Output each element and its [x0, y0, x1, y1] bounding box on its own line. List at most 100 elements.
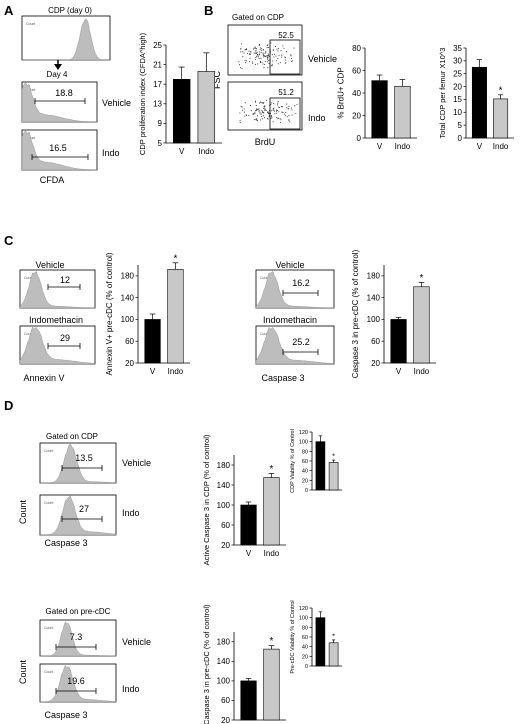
dotplot-b0-dot [249, 57, 251, 59]
dotplot-b1-dot [277, 104, 279, 106]
chart-d2-ytick-label: 20 [302, 478, 308, 484]
dotplot-b1-dot [254, 101, 257, 103]
dotplot-b0-dot [261, 49, 263, 51]
chart-a1-xtick-1: Indo [199, 147, 215, 156]
dotplot-b1-dot [276, 117, 278, 119]
gate-d-b0-value: 7.3 [70, 632, 83, 642]
chart-c1-sig-1: * [173, 253, 177, 264]
dotplot-b0-dot [244, 60, 246, 62]
dotplot-b0-dot [253, 48, 255, 50]
chart-b1: 0 20 40 60 80 V Indo % BrdU+ CDP [336, 44, 417, 151]
dotplot-b0-dot [242, 51, 244, 53]
dotplot-b0-dot [275, 59, 277, 61]
histogram-c-l1-area [19, 326, 96, 365]
dotplot-b0-dot [251, 61, 253, 63]
dot-gate-b1 [269, 97, 301, 130]
dotplot-b0-dot [259, 61, 262, 63]
dotplot-b1-dot [259, 101, 262, 103]
chart-b2-ylabel: Total CDP per femur X10^3 [438, 48, 447, 139]
dotplot-b1-dot [244, 115, 246, 117]
chart-d1-ylabel: Active Caspase 3 in CDP (% of control) [202, 434, 211, 565]
dotplot-b0-dot [254, 63, 257, 66]
dotplot-b1-dot [264, 105, 266, 107]
dotplot-b0-dot [272, 60, 274, 62]
dotplot-b1-dot [243, 111, 245, 113]
chart-a1-ytick-label: 9 [158, 119, 163, 128]
chart-a1: 5 9 13 17 21 25 V Indo CDP proliferation index (… [138, 32, 222, 156]
dotplot-b1-dot [254, 111, 256, 113]
dotplot-b1-dot [261, 109, 263, 111]
dotplot-b0-dot [284, 57, 286, 59]
dotplot-b0-dot [249, 61, 251, 63]
dotplot-b0-dot [274, 53, 276, 55]
dotplot-b0-dot [245, 49, 247, 51]
histogram-d-b0: Count [39, 619, 117, 657]
histogram-c-r0: Count [255, 269, 335, 309]
dotplot-b1-dot [295, 112, 297, 115]
d-bottom-side-1: Indo [122, 684, 140, 694]
dotplot-b0-dot [268, 55, 270, 57]
dotplot-b1-dot [243, 108, 245, 110]
dotplot-b0-dot [284, 59, 286, 61]
histogram-c-r1-area [255, 326, 335, 365]
dotplot-b1-dot [265, 99, 268, 101]
dotplot-b0-dot [256, 54, 259, 56]
dotplot-b0-dot [265, 55, 267, 57]
chart-b2-ytick-label: 25 [453, 70, 462, 79]
chart-b1-bar-1 [394, 85, 411, 139]
dotplot-b0-dot [254, 58, 256, 61]
chart-b2: 0 5 10 15 20 25 30 35 V * Indo Total CDP per femur … [438, 44, 514, 151]
dotplot-b0-dot [267, 53, 269, 55]
panel-label-b: B [204, 3, 213, 18]
dotplot-b1-dot [272, 121, 274, 123]
chart-d4-ytick-label: 80 [302, 625, 308, 631]
dotplot-b1-dot [277, 101, 279, 103]
c-left-title-0: Vehicle [35, 260, 64, 270]
dotplot-b0-dot [291, 60, 293, 62]
dotplot-b1-dot [291, 114, 293, 116]
dotplot-b0-dot [267, 67, 269, 69]
dotplot-b1-dot [254, 110, 257, 112]
dotplot-b1-dot [255, 118, 258, 120]
dotplot-b0-dot [278, 54, 280, 56]
chart-d3-ytick-label: 60 [221, 696, 230, 705]
chart-d4-ytick-label: 120 [299, 606, 308, 612]
day4-arrow-icon [54, 64, 62, 70]
dot-b1-side: Indo [308, 113, 326, 123]
chart-d3-bar-0 [240, 680, 257, 721]
histogram-c-r1: Count [255, 325, 335, 365]
dotplot-b1-dot [273, 108, 275, 110]
chart-b2-xtick-0: V [477, 142, 483, 151]
dotplot-b0-dot [290, 57, 293, 59]
dotplot-b1-dot [279, 118, 281, 120]
dot-title: Gated on CDP [232, 13, 284, 22]
chart-d1-xtick-0: V [246, 549, 252, 558]
dotplot-b1-dot [294, 105, 296, 107]
dotplot-b1-dot [261, 110, 264, 113]
chart-a1-ytick-label: 25 [153, 41, 162, 50]
c-left-title-1: Indomethacin [29, 315, 83, 325]
dotplot-b1-dot [241, 106, 243, 108]
dot-gate-b0-value: 52.5 [278, 31, 294, 40]
histogram-d-b1: Count [39, 663, 117, 703]
dotplot-b1-dot [246, 114, 248, 117]
dotplot-b0-dot [250, 52, 252, 54]
chart-d2-ytick-label: 60 [302, 459, 308, 465]
dotplot-b0-dot [283, 47, 285, 49]
dotplot-b1-dot [260, 102, 262, 104]
histogram-c-r0-area [255, 271, 335, 309]
dotplot-b0-dot [277, 63, 279, 65]
chart-b2-ytick-label: 35 [453, 44, 462, 53]
dotplot-b0-dot [274, 46, 276, 48]
chart-c2-bar-1 [413, 286, 430, 364]
histogram-a1: Count [21, 81, 98, 123]
dotplot-b0-dot [259, 61, 262, 63]
dotplot-b1-dot [261, 118, 264, 120]
dotplot-b0-dot [257, 63, 259, 65]
dotplot-b0-dot [273, 56, 275, 58]
gate-d-b1-value: 19.6 [67, 676, 85, 686]
chart-b1-ylabel: % BrdU+ CDP [336, 67, 345, 118]
dotplot-b1-dot [270, 114, 272, 117]
chart-d3-ytick-label: 20 [221, 716, 230, 724]
dotplot-b0-dot [254, 46, 256, 48]
